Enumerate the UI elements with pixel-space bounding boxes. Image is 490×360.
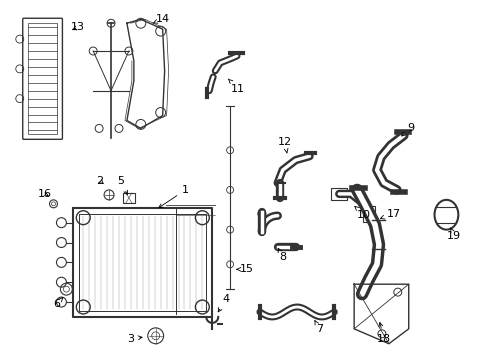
Text: 12: 12 bbox=[278, 137, 292, 153]
Text: 18: 18 bbox=[377, 323, 391, 344]
Bar bbox=[363, 206, 375, 222]
Text: 6: 6 bbox=[53, 298, 63, 309]
Text: 13: 13 bbox=[72, 22, 85, 32]
Bar bbox=[28, 23, 57, 134]
Text: 9: 9 bbox=[402, 123, 414, 136]
Bar bbox=[123, 193, 135, 203]
Text: 16: 16 bbox=[38, 189, 51, 199]
Text: 17: 17 bbox=[380, 209, 401, 219]
Bar bbox=[331, 188, 347, 200]
Text: 14: 14 bbox=[153, 14, 170, 24]
Text: 5: 5 bbox=[118, 176, 127, 194]
Text: 1: 1 bbox=[159, 185, 189, 208]
Text: 10: 10 bbox=[355, 206, 371, 220]
Text: 7: 7 bbox=[315, 321, 323, 334]
Text: 8: 8 bbox=[278, 248, 286, 262]
Text: 4: 4 bbox=[218, 294, 230, 312]
Text: 2: 2 bbox=[97, 176, 104, 186]
Text: 11: 11 bbox=[228, 79, 245, 94]
Text: 15: 15 bbox=[237, 264, 254, 274]
Text: 19: 19 bbox=[447, 228, 462, 240]
Text: 3: 3 bbox=[127, 334, 142, 344]
